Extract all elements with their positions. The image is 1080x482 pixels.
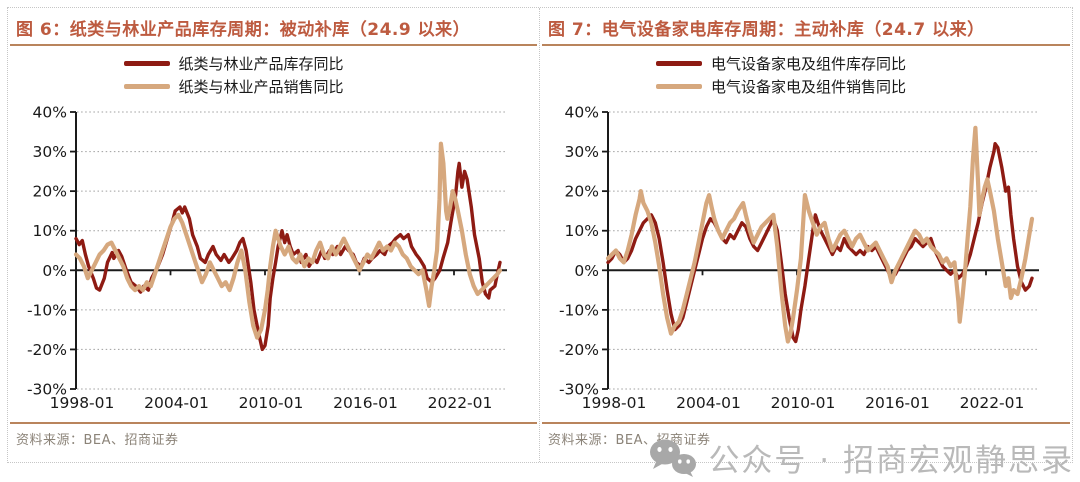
legend-label: 电气设备家电及组件库存同比 <box>711 55 907 73</box>
figure-6-title: 图 6：纸类与林业产品库存周期：被动补库（24.9 以来） <box>16 20 471 40</box>
svg-text:1998-01: 1998-01 <box>50 394 115 412</box>
svg-text:1998-01: 1998-01 <box>582 394 647 412</box>
source-rule <box>542 422 1070 424</box>
legend-item-inventory: 电气设备家电及组件库存同比 <box>656 52 956 75</box>
legend-item-inventory: 纸类与林业产品库存同比 <box>123 52 424 75</box>
svg-text:20%: 20% <box>33 183 67 201</box>
svg-text:0%: 0% <box>574 262 599 280</box>
inventory-line-swatch <box>656 61 702 66</box>
svg-text:-10%: -10% <box>27 301 67 319</box>
svg-text:2010-01: 2010-01 <box>239 394 304 412</box>
figure-7-panel: 图 7：电气设备家电库存周期：主动补库（24.7 以来） 电气设备家电及组件库存… <box>540 8 1072 462</box>
legend-label: 电气设备家电及组件销售同比 <box>711 78 907 96</box>
svg-text:30%: 30% <box>33 143 67 161</box>
svg-text:2022-01: 2022-01 <box>960 394 1025 412</box>
inventory-line-swatch <box>123 61 170 66</box>
svg-text:20%: 20% <box>565 183 599 201</box>
wechat-icon <box>650 439 697 477</box>
figure-7-chart: -30% -20% -10% 0% 10% 20% 30% 40% 1998-01 2004-01… <box>540 98 1072 422</box>
figure-6-panel: 图 6：纸类与林业产品库存周期：被动补库（24.9 以来） 纸类与林业产品库存同… <box>8 8 540 462</box>
svg-text:-30%: -30% <box>27 381 67 399</box>
figure-6-source: 资料来源：BEA、招商证券 <box>16 433 179 448</box>
svg-text:0%: 0% <box>42 262 67 280</box>
line-chart: -30% -20% -10% 0% 10% 20% 30% 40% 1998-01 2004-01… <box>27 104 507 412</box>
title-rule <box>542 44 1070 46</box>
legend-label: 纸类与林业产品销售同比 <box>178 78 344 96</box>
svg-text:2022-01: 2022-01 <box>428 394 493 412</box>
watermark: 公众号 · 招商宏观静思录 <box>646 435 1074 480</box>
svg-text:-20%: -20% <box>27 341 67 359</box>
svg-text:10%: 10% <box>565 222 599 240</box>
svg-text:2016-01: 2016-01 <box>865 394 930 412</box>
legend-item-sales: 纸类与林业产品销售同比 <box>123 75 424 98</box>
svg-text:-10%: -10% <box>559 301 599 319</box>
svg-text:40%: 40% <box>33 104 67 122</box>
sales-line-swatch <box>123 84 170 89</box>
svg-text:-30%: -30% <box>559 381 599 399</box>
svg-text:2010-01: 2010-01 <box>771 394 836 412</box>
svg-text:10%: 10% <box>33 222 67 240</box>
svg-text:2004-01: 2004-01 <box>676 394 741 412</box>
legend-item-sales: 电气设备家电及组件销售同比 <box>656 75 956 98</box>
legend-label: 纸类与林业产品库存同比 <box>178 55 344 73</box>
watermark-text: 公众号 · 招商宏观静思录 <box>708 443 1074 479</box>
svg-text:2004-01: 2004-01 <box>144 394 209 412</box>
figure-panels: 图 6：纸类与林业产品库存周期：被动补库（24.9 以来） 纸类与林业产品库存同… <box>8 8 1072 462</box>
sales-line-swatch <box>656 84 702 89</box>
figure-6-chart: -30% -20% -10% 0% 10% 20% 30% 40% 1998-01 2004-01… <box>8 98 539 422</box>
line-chart: -30% -20% -10% 0% 10% 20% 30% 40% 1998-01 2004-01… <box>559 104 1039 412</box>
svg-text:-20%: -20% <box>559 341 599 359</box>
title-rule <box>10 44 537 46</box>
svg-text:2016-01: 2016-01 <box>333 394 398 412</box>
svg-text:40%: 40% <box>565 104 599 122</box>
figure-6-legend: 纸类与林业产品库存同比 纸类与林业产品销售同比 <box>8 46 539 98</box>
figure-7-legend: 电气设备家电及组件库存同比 电气设备家电及组件销售同比 <box>540 46 1072 98</box>
source-rule <box>10 422 537 424</box>
report-table-frame: 图 6：纸类与林业产品库存周期：被动补库（24.9 以来） 纸类与林业产品库存同… <box>7 7 1073 463</box>
svg-text:30%: 30% <box>565 143 599 161</box>
figure-7-title: 图 7：电气设备家电库存周期：主动补库（24.7 以来） <box>548 20 985 40</box>
